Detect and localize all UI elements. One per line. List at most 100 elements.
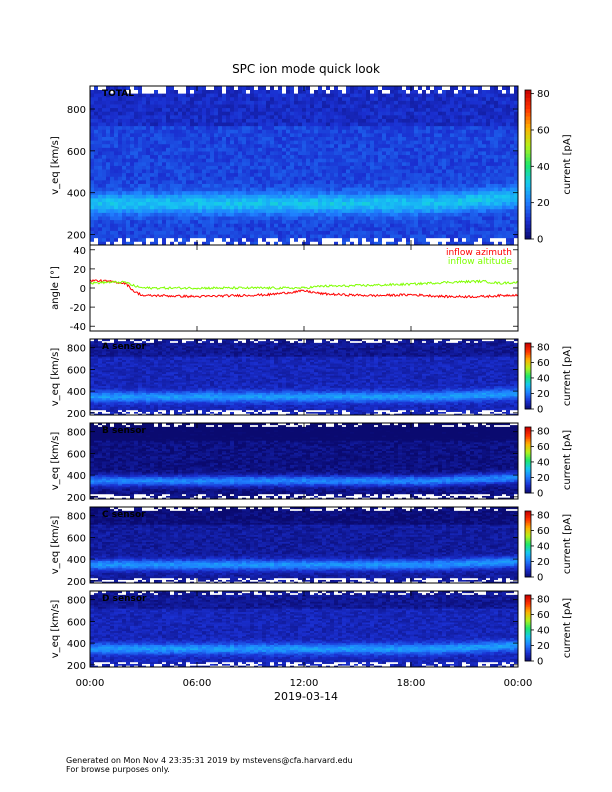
spectrogram-cell <box>434 151 438 155</box>
spectrogram-cell <box>134 176 138 180</box>
spectrogram-cell <box>382 93 386 97</box>
spectrogram-cell <box>134 202 138 206</box>
spectrogram-cell <box>318 169 322 173</box>
spectrogram-cell <box>102 129 106 133</box>
spectrogram-cell <box>278 187 282 191</box>
spectrogram-cell <box>330 166 334 170</box>
spectrogram-cell <box>138 147 142 151</box>
spectrogram-cell <box>430 100 434 104</box>
spectrogram-cell <box>346 227 350 231</box>
spectrogram-cell <box>374 198 378 202</box>
spectrogram-cell <box>282 212 286 216</box>
spectrogram-cell <box>382 220 386 224</box>
spectrogram-cell <box>438 223 442 227</box>
spectrogram-cell <box>330 212 334 216</box>
spectrogram-cell <box>334 205 338 209</box>
spectrogram-cell <box>278 184 282 188</box>
spectrogram-cell <box>326 205 330 209</box>
y-axis-label: v_eq [km/s] <box>50 136 61 195</box>
spectrogram-cell <box>190 180 194 184</box>
spectrogram-cell <box>438 133 442 137</box>
spectrogram-cell <box>302 100 306 104</box>
spectrogram-cell <box>298 234 302 238</box>
spectrogram-cell <box>490 155 494 159</box>
spectrogram-cell <box>194 169 198 173</box>
spectrogram-cell <box>382 155 386 159</box>
spectrogram-cell <box>190 220 194 224</box>
spectrogram-cell <box>366 202 370 206</box>
spectrogram-cell <box>446 194 450 198</box>
spectrogram-cell <box>98 162 102 166</box>
spectrogram-cell <box>106 137 110 141</box>
spectrogram-cell <box>402 184 406 188</box>
spectrogram-cell <box>170 198 174 202</box>
spectrogram-cell <box>154 176 158 180</box>
spectrogram-cell <box>310 162 314 166</box>
spectrogram-cell <box>178 169 182 173</box>
spectrogram-cell <box>362 115 366 119</box>
spectrogram-cell <box>254 129 258 133</box>
spectrogram-cell <box>442 220 446 224</box>
spectrogram-cell <box>94 180 98 184</box>
spectrogram-cell <box>258 212 262 216</box>
spectrogram-cell <box>490 111 494 115</box>
spectrogram-cell <box>358 155 362 159</box>
spectrogram-cell <box>122 216 126 220</box>
spectrogram-cell <box>378 227 382 231</box>
spectrogram-cell <box>166 97 170 101</box>
spectrogram-cell <box>206 166 210 170</box>
spectrogram-cell <box>270 144 274 148</box>
spectrogram-cell <box>266 184 270 188</box>
spectrogram-cell <box>438 216 442 220</box>
spectrogram-cell <box>394 194 398 198</box>
spectrogram-cell <box>362 158 366 162</box>
spectrogram-cell <box>178 108 182 112</box>
spectrogram-cell <box>226 238 230 242</box>
spectrogram-cell <box>178 209 182 213</box>
spectrogram-cell <box>170 86 174 90</box>
spectrogram-cell <box>494 108 498 112</box>
spectrogram-cell <box>378 111 382 115</box>
spectrogram-cell <box>110 194 114 198</box>
spectrogram-cell <box>290 231 294 235</box>
spectrogram-cell <box>146 86 150 90</box>
spectrogram-cell <box>238 126 242 130</box>
spectrogram-cell <box>366 191 370 195</box>
spectrogram-cell <box>294 100 298 104</box>
spectrogram-cell <box>358 108 362 112</box>
spectrogram-cell <box>122 173 126 177</box>
spectrogram-cell <box>274 97 278 101</box>
spectrogram-cell <box>426 144 430 148</box>
spectrogram-cell <box>238 115 242 119</box>
spectrogram-cell <box>278 104 282 108</box>
spectrogram-cell <box>418 137 422 141</box>
spectrogram-cell <box>166 191 170 195</box>
spectrogram-cell <box>510 122 514 126</box>
spectrogram-cell <box>366 100 370 104</box>
spectrogram-cell <box>290 155 294 159</box>
spectrogram-cell <box>242 97 246 101</box>
spectrogram-cell <box>490 169 494 173</box>
spectrogram-cell <box>190 137 194 141</box>
spectrogram-cell <box>438 108 442 112</box>
spectrogram-cell <box>458 231 462 235</box>
spectrogram-cell <box>142 90 146 94</box>
spectrogram-cell <box>354 86 358 90</box>
spectrogram-cell <box>418 227 422 231</box>
spectrogram-cell <box>294 184 298 188</box>
spectrogram-cell <box>130 158 134 162</box>
spectrogram-cell <box>118 202 122 206</box>
spectrogram-cell <box>302 184 306 188</box>
spectrogram-cell <box>470 173 474 177</box>
spectrogram-cell <box>318 97 322 101</box>
spectrogram-cell <box>410 166 414 170</box>
spectrogram-cell <box>426 198 430 202</box>
spectrogram-cell <box>234 238 238 242</box>
spectrogram-cell <box>110 137 114 141</box>
spectrogram-cell <box>462 202 466 206</box>
spectrogram-cell <box>330 191 334 195</box>
spectrogram-cell <box>326 176 330 180</box>
spectrogram-cell <box>426 140 430 144</box>
spectrogram-cell <box>478 144 482 148</box>
spectrogram-cell <box>378 97 382 101</box>
